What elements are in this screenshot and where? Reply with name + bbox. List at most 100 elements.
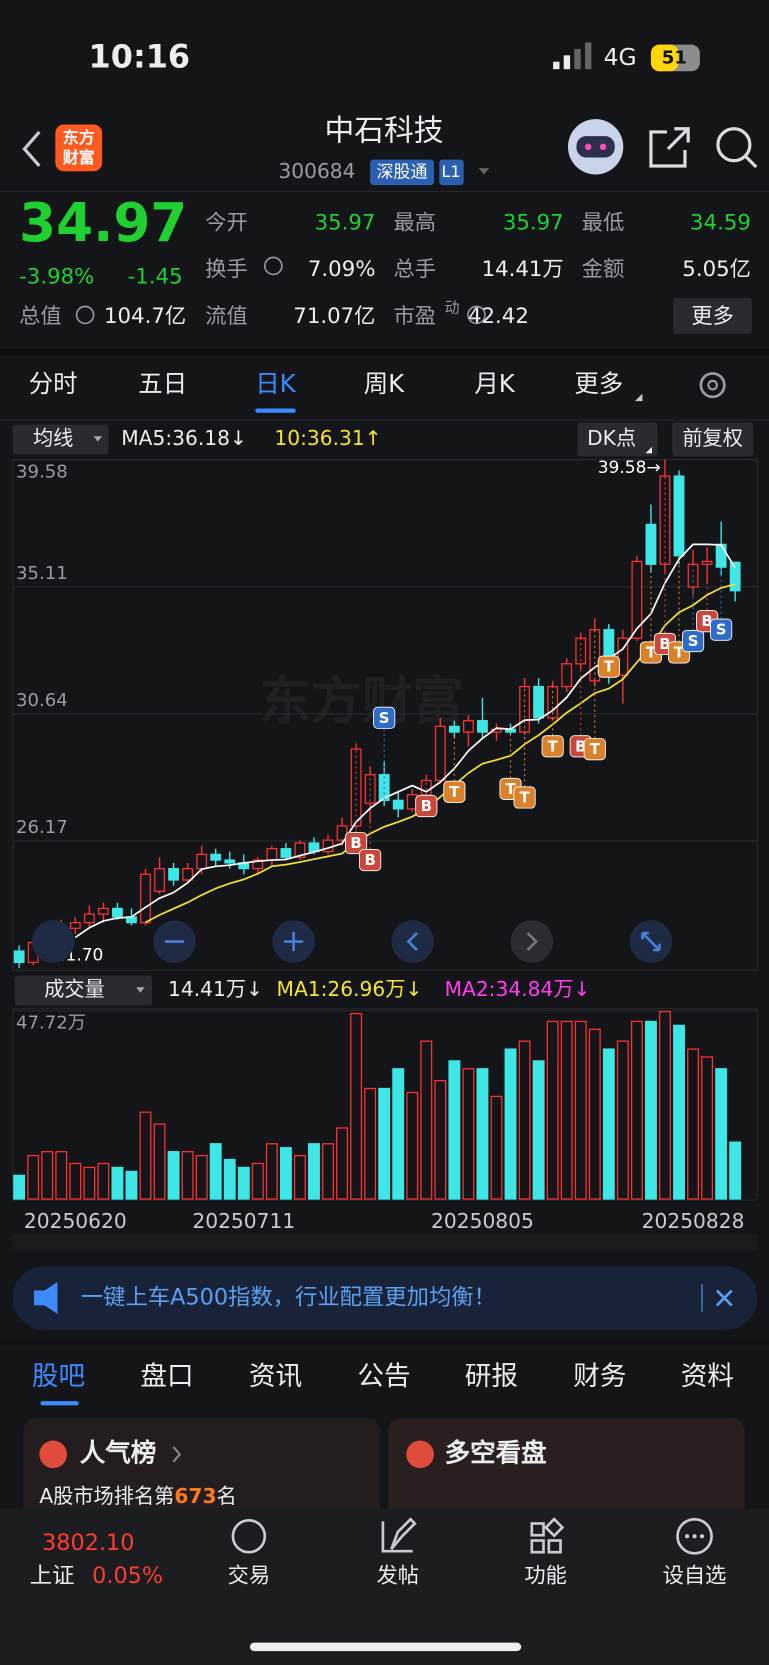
index-name[interactable]: 上证 <box>30 1563 75 1589</box>
candle-body <box>519 685 531 733</box>
tab-indicator <box>40 1401 79 1406</box>
field-label: 金额 <box>582 257 625 282</box>
nav-label[interactable]: 交易 <box>228 1564 271 1589</box>
volume-label: 14.41万↓ <box>168 977 263 1001</box>
banner-text[interactable]: 一键上车A500指数，行业配置更加均衡！ <box>81 1284 496 1310</box>
candle-body <box>715 543 727 568</box>
x-tick-label: 20250620 <box>24 1209 127 1233</box>
period-tab[interactable]: 日K <box>255 369 296 398</box>
candle-body <box>673 475 685 557</box>
volume-bar <box>322 1143 334 1200</box>
change: -1.45 <box>128 265 183 290</box>
marker-label: T <box>548 737 559 755</box>
y-tick-label: 30.64 <box>16 690 68 711</box>
search-button[interactable] <box>716 127 752 163</box>
nav-label[interactable]: 发帖 <box>377 1564 420 1589</box>
share-button[interactable] <box>649 127 690 168</box>
ma-select[interactable]: 均线 <box>33 426 73 450</box>
info-icon <box>264 256 283 276</box>
content-tab[interactable]: 公告 <box>357 1361 410 1392</box>
period-tab[interactable]: 月K <box>474 369 515 398</box>
volume-select[interactable]: 成交量 <box>44 977 105 1001</box>
volume-bar <box>181 1151 194 1200</box>
adjust-button-bg[interactable] <box>672 422 754 457</box>
period-tab[interactable]: 更多 <box>574 369 623 398</box>
dk-button[interactable]: DK点 <box>587 426 636 450</box>
index-value[interactable]: 3802.10 <box>42 1530 134 1556</box>
control-back[interactable] <box>31 920 75 963</box>
more-dots <box>684 1534 705 1539</box>
volume-bar <box>392 1068 405 1200</box>
volume-bar <box>687 1048 700 1200</box>
candle-body <box>196 853 208 870</box>
candle-body <box>533 685 545 719</box>
move-left[interactable] <box>391 920 434 963</box>
change-pct: -3.98% <box>19 265 94 290</box>
logo-text: 财富 <box>63 148 95 167</box>
settings-button[interactable] <box>699 372 726 399</box>
field-value: 5.05亿 <box>682 257 751 282</box>
volume-bar <box>223 1158 236 1200</box>
banner-close[interactable] <box>715 1289 733 1307</box>
ma2-label: MA2:34.84万↓ <box>445 977 591 1001</box>
move-right[interactable] <box>510 920 554 963</box>
candle-body <box>434 725 446 782</box>
content-tab[interactable]: 研报 <box>465 1361 518 1392</box>
y-tick-label: 39.58 <box>16 461 68 482</box>
period-tab[interactable]: 分时 <box>29 369 78 398</box>
volume-select-bg[interactable] <box>14 975 153 1006</box>
content-tab[interactable]: 股吧 <box>32 1361 85 1392</box>
candle-body <box>462 720 474 733</box>
content-tab[interactable]: 资料 <box>681 1361 734 1392</box>
volume-bar <box>55 1151 68 1200</box>
period-tab[interactable]: 五日 <box>138 369 187 398</box>
dropdown-icon[interactable] <box>478 168 490 175</box>
marker-label: T <box>604 658 615 676</box>
volume-bar <box>308 1143 320 1200</box>
level-bg <box>439 159 464 186</box>
marker-label: T <box>505 780 516 798</box>
content-tab[interactable]: 盘口 <box>140 1361 193 1392</box>
banner[interactable] <box>12 1266 758 1330</box>
x-tick-label: 20250711 <box>192 1209 295 1233</box>
sentiment-icon <box>406 1440 434 1469</box>
period-tab[interactable]: 周K <box>364 369 405 398</box>
volume-bar <box>673 1024 685 1200</box>
volume-bar <box>560 1020 573 1200</box>
field-label: 换手 <box>205 257 248 282</box>
more-button[interactable]: 更多 <box>691 304 734 329</box>
candle-body <box>182 867 194 881</box>
marker-label: B <box>701 612 712 630</box>
content-tab[interactable]: 资讯 <box>249 1361 302 1392</box>
nav-label[interactable]: 设自选 <box>663 1564 727 1589</box>
content-tab[interactable]: 财务 <box>573 1361 626 1392</box>
candle-body <box>308 842 320 853</box>
info-icon <box>75 305 95 325</box>
dk-button-bg[interactable] <box>577 422 658 457</box>
more-button-bg[interactable] <box>673 297 752 335</box>
rank-text: A股市场排名第673名 <box>39 1483 236 1507</box>
adjust-button[interactable]: 前复权 <box>682 426 743 450</box>
nav-label[interactable]: 功能 <box>524 1564 567 1589</box>
volume-bar <box>701 1056 714 1200</box>
field-value: 104.7亿 <box>104 304 186 329</box>
ma-select-bg[interactable] <box>12 424 109 455</box>
avatar-eye <box>599 143 607 151</box>
volume-bar <box>111 1166 124 1200</box>
marker-label: T <box>646 644 657 662</box>
tab-indicator <box>255 408 296 413</box>
back-button[interactable] <box>22 130 41 168</box>
rank-suffix: 名 <box>217 1483 237 1507</box>
index-change[interactable]: 0.05% <box>92 1563 163 1589</box>
marker-label: B <box>421 797 432 815</box>
sentiment-card[interactable] <box>388 1418 745 1525</box>
logo-text: 东方 <box>63 128 95 147</box>
candle-body <box>154 867 165 892</box>
volume-bar <box>616 1040 629 1200</box>
popularity-card[interactable] <box>23 1418 380 1525</box>
volume-bar <box>237 1166 250 1200</box>
ma1-label: MA1:26.96万↓ <box>277 977 423 1001</box>
field-value: 42.42 <box>468 304 529 329</box>
